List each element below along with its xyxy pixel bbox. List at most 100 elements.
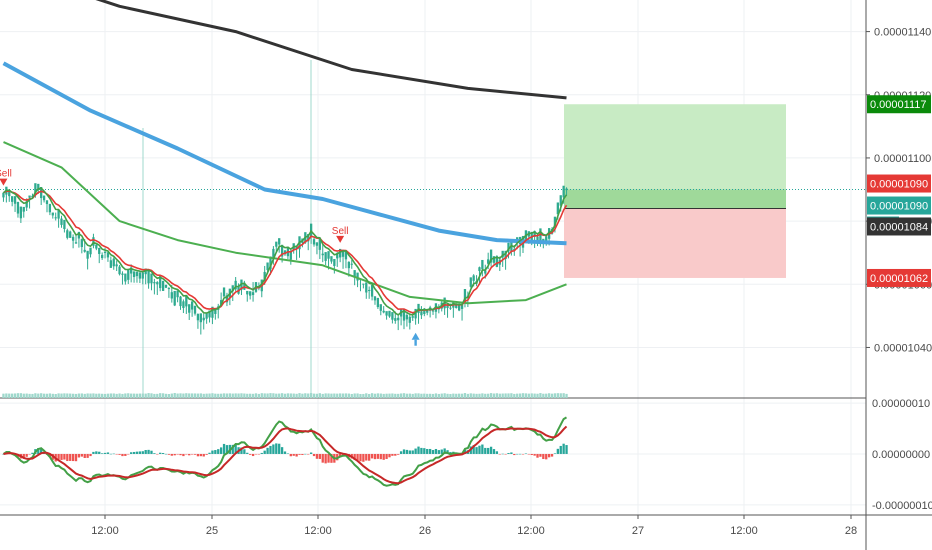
candle-body [135,271,139,277]
price-tag-label: 0.00001062 [870,273,928,285]
volume-bar [411,393,414,398]
histogram-bar [498,453,501,455]
candle-body [199,313,202,323]
candle-body [431,310,435,312]
candle-body [338,248,342,258]
histogram-bar [353,453,356,460]
histogram-bar [138,451,142,454]
volume-bar [504,393,507,398]
moving-average-line [95,0,567,100]
volume-bar [431,393,435,398]
volume-bar [492,393,496,398]
candle-body [289,251,292,260]
histogram-bar [130,452,133,454]
candle-body [423,308,426,314]
candle-body [103,251,107,254]
volume-bar [16,393,20,398]
volume-bar [489,393,493,398]
candle-body [565,188,568,191]
candle-body [42,195,46,201]
volume-bar [458,393,461,398]
histogram-bar [318,453,321,459]
candle-body [89,247,92,255]
volume-bar [307,393,310,398]
entry-band [564,189,786,209]
candle-body [193,305,197,314]
candle-body [80,239,83,248]
candle-body [2,192,5,198]
volume-bar [103,393,107,398]
price-tick-label: 0.00001140 [874,27,931,39]
histogram-bar [190,453,194,455]
histogram-bar [530,453,533,455]
candle-body [45,200,49,205]
volume-bar [530,393,533,398]
time-tick-label: 12:00 [91,525,119,537]
volume-bar [437,393,440,398]
histogram-bar [420,447,423,454]
histogram-bar [182,453,185,457]
histogram-bar [478,445,481,454]
histogram-bar [132,451,136,454]
volume-bar [397,393,400,398]
volume-bar [327,393,330,398]
histogram-bar [324,453,327,464]
volume-bar [83,393,86,398]
volume-bar [370,393,374,398]
volume-bars [2,60,568,398]
ema-faster-line [2,187,568,316]
histogram-bar [98,451,101,454]
histogram-bar [63,453,66,460]
price-tag-label: 0.00001090 [870,179,928,191]
histogram-bar [28,453,31,455]
volume-bar [100,393,104,398]
volume-bar [130,393,133,398]
histogram-bar [127,453,130,455]
volume-bar [280,393,284,398]
histogram-bar [254,453,258,455]
candle-body [147,270,150,284]
volume-bar [74,393,78,398]
histogram-bar [402,449,406,454]
volume-bar [237,393,240,398]
candle-body [231,285,234,292]
volume-bar [536,393,539,398]
candle-body [121,273,124,275]
histogram-bar [475,447,478,454]
histogram-bar [86,453,89,458]
histogram-bar [289,453,292,457]
histogram-bar [222,443,226,454]
histogram-bar [330,453,333,463]
volume-bar [199,393,202,398]
volume-bar [251,393,255,398]
candle-body [74,242,78,244]
histogram-bar [103,452,107,454]
volume-bar [533,393,536,398]
histogram-bar [159,452,162,454]
price-tag-label: 0.00001117 [870,99,926,111]
histogram-bar [394,453,397,456]
candle-body [307,234,310,242]
volume-bar [240,393,243,398]
volume-bar [333,393,336,398]
candle-body [278,238,281,245]
volume-bar [34,393,37,398]
volume-bar [298,393,301,398]
candle-body [414,308,417,319]
histogram-bar [217,449,220,454]
candle-body [51,212,54,216]
candle-body [495,256,499,267]
candle-body [269,256,272,270]
volume-bar [365,393,368,398]
price-tick-label: 0.00001100 [874,153,931,165]
histogram-bar [539,453,542,457]
volume-bar [545,393,548,398]
histogram-bar [542,453,545,460]
volume-bar [408,393,411,398]
candle-body [333,259,336,266]
histogram-bar [510,452,513,454]
volume-bar [48,393,52,398]
histogram-bar [69,453,72,461]
volume-bar [356,393,359,398]
histogram-bar [57,453,60,460]
